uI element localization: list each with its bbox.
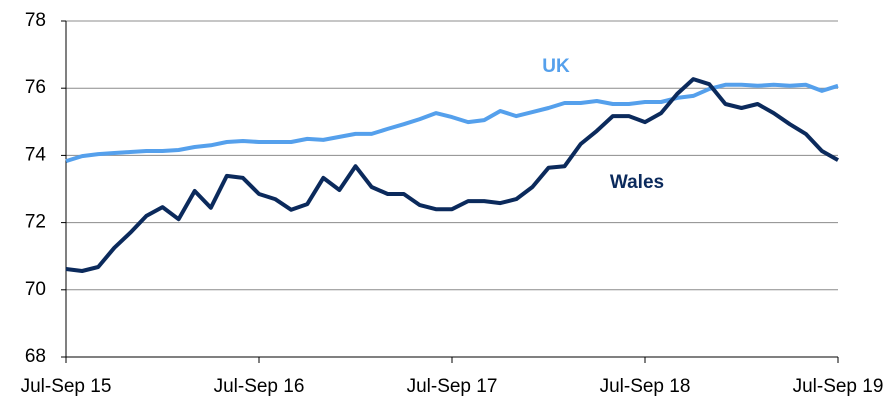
x-tick-label: Jul-Sep 17 [407,376,498,397]
series-label: Wales [610,172,664,193]
y-tick-label: 72 [25,212,46,233]
y-tick-label: 68 [25,346,46,367]
x-tick-label: Jul-Sep 16 [214,376,305,397]
series-line [65,82,839,164]
x-tick-label: Jul-Sep 15 [21,376,112,397]
series-label: UK [542,56,570,77]
y-tick-label: 74 [25,144,47,165]
series-line [65,77,839,273]
y-tick-label: 78 [25,10,46,31]
x-tick-label: Jul-Sep 18 [600,376,691,397]
y-tick-label: 70 [25,279,46,300]
x-tick-label: Jul-Sep 19 [793,376,884,397]
y-tick-label: 76 [25,77,46,98]
